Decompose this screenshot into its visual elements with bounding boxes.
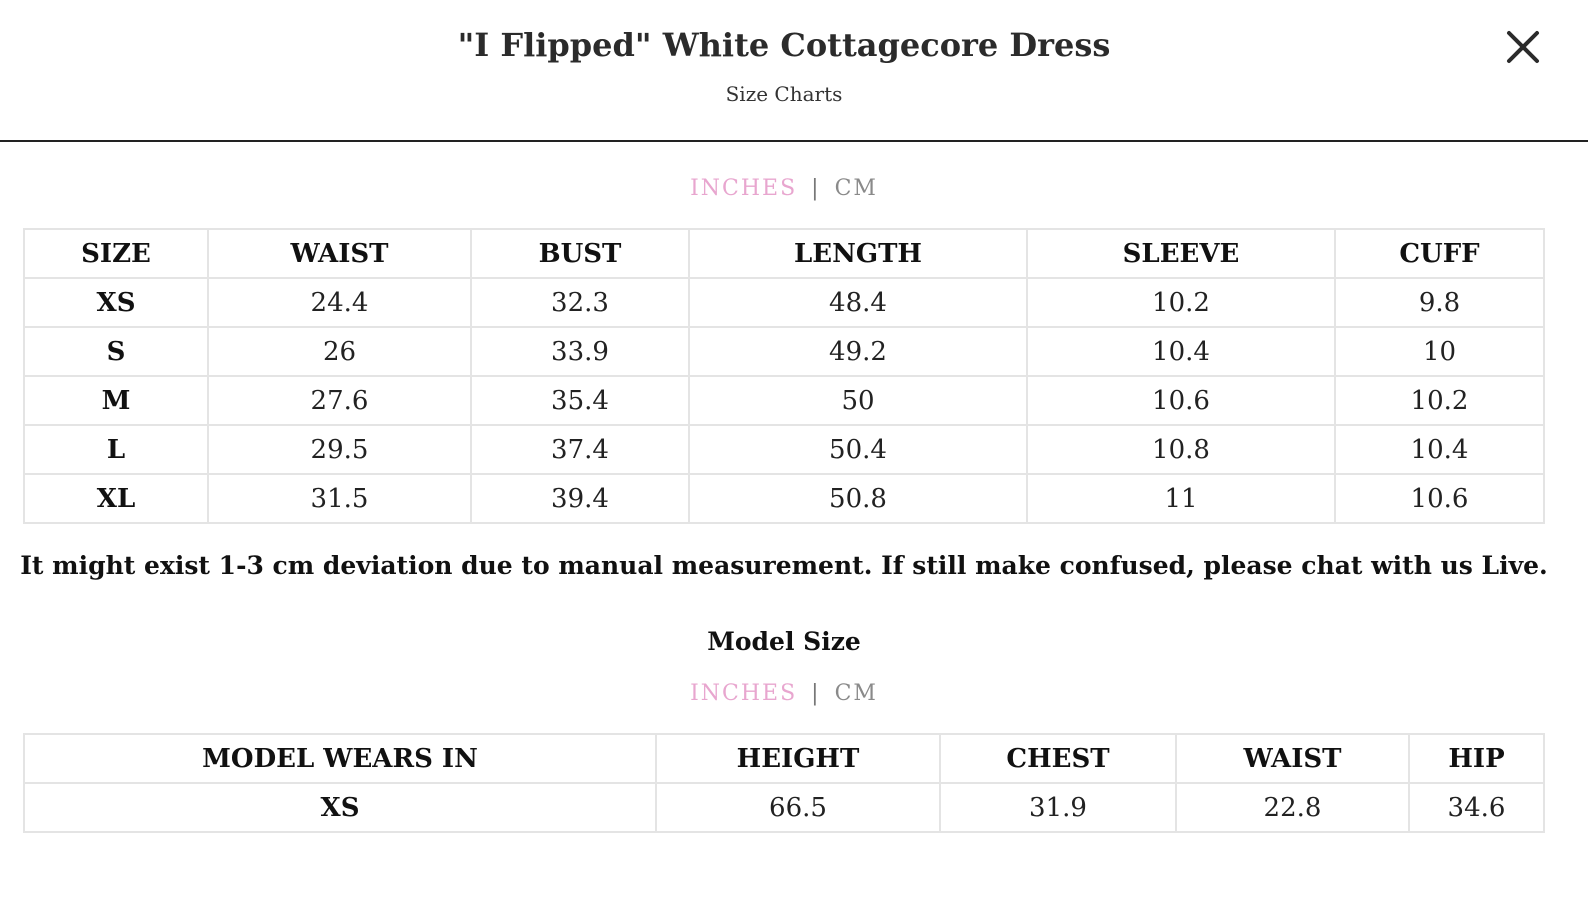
length-value: 48.4 — [688, 277, 1028, 328]
length-value: 50.4 — [688, 424, 1028, 475]
bust-value: 32.3 — [470, 277, 690, 328]
column-header-size: SIZE — [23, 228, 209, 279]
table-header-row: MODEL WEARS IN HEIGHT CHEST WAIST HIP — [23, 733, 1545, 784]
model-size-unit-toggle: INCHES | CM — [0, 681, 1568, 706]
waist-value: 31.5 — [207, 473, 472, 524]
size-label: L — [23, 424, 209, 475]
measurement-note: It might exist 1-3 cm deviation due to m… — [20, 551, 1548, 580]
model-size-title: Model Size — [707, 627, 861, 656]
waist-value: 22.8 — [1175, 782, 1410, 833]
length-value: 49.2 — [688, 326, 1028, 377]
hip-value: 34.6 — [1408, 782, 1545, 833]
chest-value: 31.9 — [939, 782, 1177, 833]
model-size-table: MODEL WEARS IN HEIGHT CHEST WAIST HIP XS… — [23, 733, 1545, 833]
cuff-value: 10.4 — [1334, 424, 1545, 475]
length-value: 50 — [688, 375, 1028, 426]
bust-value: 39.4 — [470, 473, 690, 524]
sleeve-value: 10.8 — [1026, 424, 1336, 475]
cuff-value: 10.6 — [1334, 473, 1545, 524]
size-label: XS — [23, 277, 209, 328]
cuff-value: 9.8 — [1334, 277, 1545, 328]
table-row: L 29.5 37.4 50.4 10.8 10.4 — [23, 424, 1545, 475]
waist-value: 29.5 — [207, 424, 472, 475]
column-header-height: HEIGHT — [655, 733, 941, 784]
column-header-sleeve: SLEEVE — [1026, 228, 1336, 279]
bust-value: 35.4 — [470, 375, 690, 426]
unit-inches-tab[interactable]: INCHES — [690, 176, 798, 201]
size-label: XL — [23, 473, 209, 524]
unit-separator: | — [811, 176, 821, 201]
length-value: 50.8 — [688, 473, 1028, 524]
close-button[interactable] — [1504, 28, 1542, 66]
height-value: 66.5 — [655, 782, 941, 833]
column-header-hip: HIP — [1408, 733, 1545, 784]
table-row: XS 66.5 31.9 22.8 34.6 — [23, 782, 1545, 833]
unit-separator: | — [811, 681, 821, 706]
column-header-waist: WAIST — [207, 228, 472, 279]
column-header-bust: BUST — [470, 228, 690, 279]
size-chart-table: SIZE WAIST BUST LENGTH SLEEVE CUFF XS 24… — [23, 228, 1545, 524]
page-subtitle: Size Charts — [725, 82, 843, 106]
sleeve-value: 10.4 — [1026, 326, 1336, 377]
waist-value: 27.6 — [207, 375, 472, 426]
size-chart-unit-toggle: INCHES | CM — [0, 176, 1568, 201]
modal-header: "I Flipped" White Cottagecore Dress Size… — [0, 0, 1588, 142]
cuff-value: 10.2 — [1334, 375, 1545, 426]
sleeve-value: 10.2 — [1026, 277, 1336, 328]
sleeve-value: 10.6 — [1026, 375, 1336, 426]
table-row: XS 24.4 32.3 48.4 10.2 9.8 — [23, 277, 1545, 328]
bust-value: 37.4 — [470, 424, 690, 475]
model-size-label: XS — [23, 782, 657, 833]
waist-value: 26 — [207, 326, 472, 377]
size-label: S — [23, 326, 209, 377]
column-header-length: LENGTH — [688, 228, 1028, 279]
bust-value: 33.9 — [470, 326, 690, 377]
unit-inches-tab[interactable]: INCHES — [690, 681, 798, 706]
sleeve-value: 11 — [1026, 473, 1336, 524]
column-header-cuff: CUFF — [1334, 228, 1545, 279]
column-header-waist: WAIST — [1175, 733, 1410, 784]
cuff-value: 10 — [1334, 326, 1545, 377]
unit-cm-tab[interactable]: CM — [834, 176, 878, 201]
table-row: XL 31.5 39.4 50.8 11 10.6 — [23, 473, 1545, 524]
table-row: S 26 33.9 49.2 10.4 10 — [23, 326, 1545, 377]
table-row: M 27.6 35.4 50 10.6 10.2 — [23, 375, 1545, 426]
close-icon — [1507, 31, 1539, 63]
column-header-model-wears-in: MODEL WEARS IN — [23, 733, 657, 784]
page-title: "I Flipped" White Cottagecore Dress — [457, 26, 1111, 64]
size-label: M — [23, 375, 209, 426]
column-header-chest: CHEST — [939, 733, 1177, 784]
waist-value: 24.4 — [207, 277, 472, 328]
table-header-row: SIZE WAIST BUST LENGTH SLEEVE CUFF — [23, 228, 1545, 279]
unit-cm-tab[interactable]: CM — [834, 681, 878, 706]
